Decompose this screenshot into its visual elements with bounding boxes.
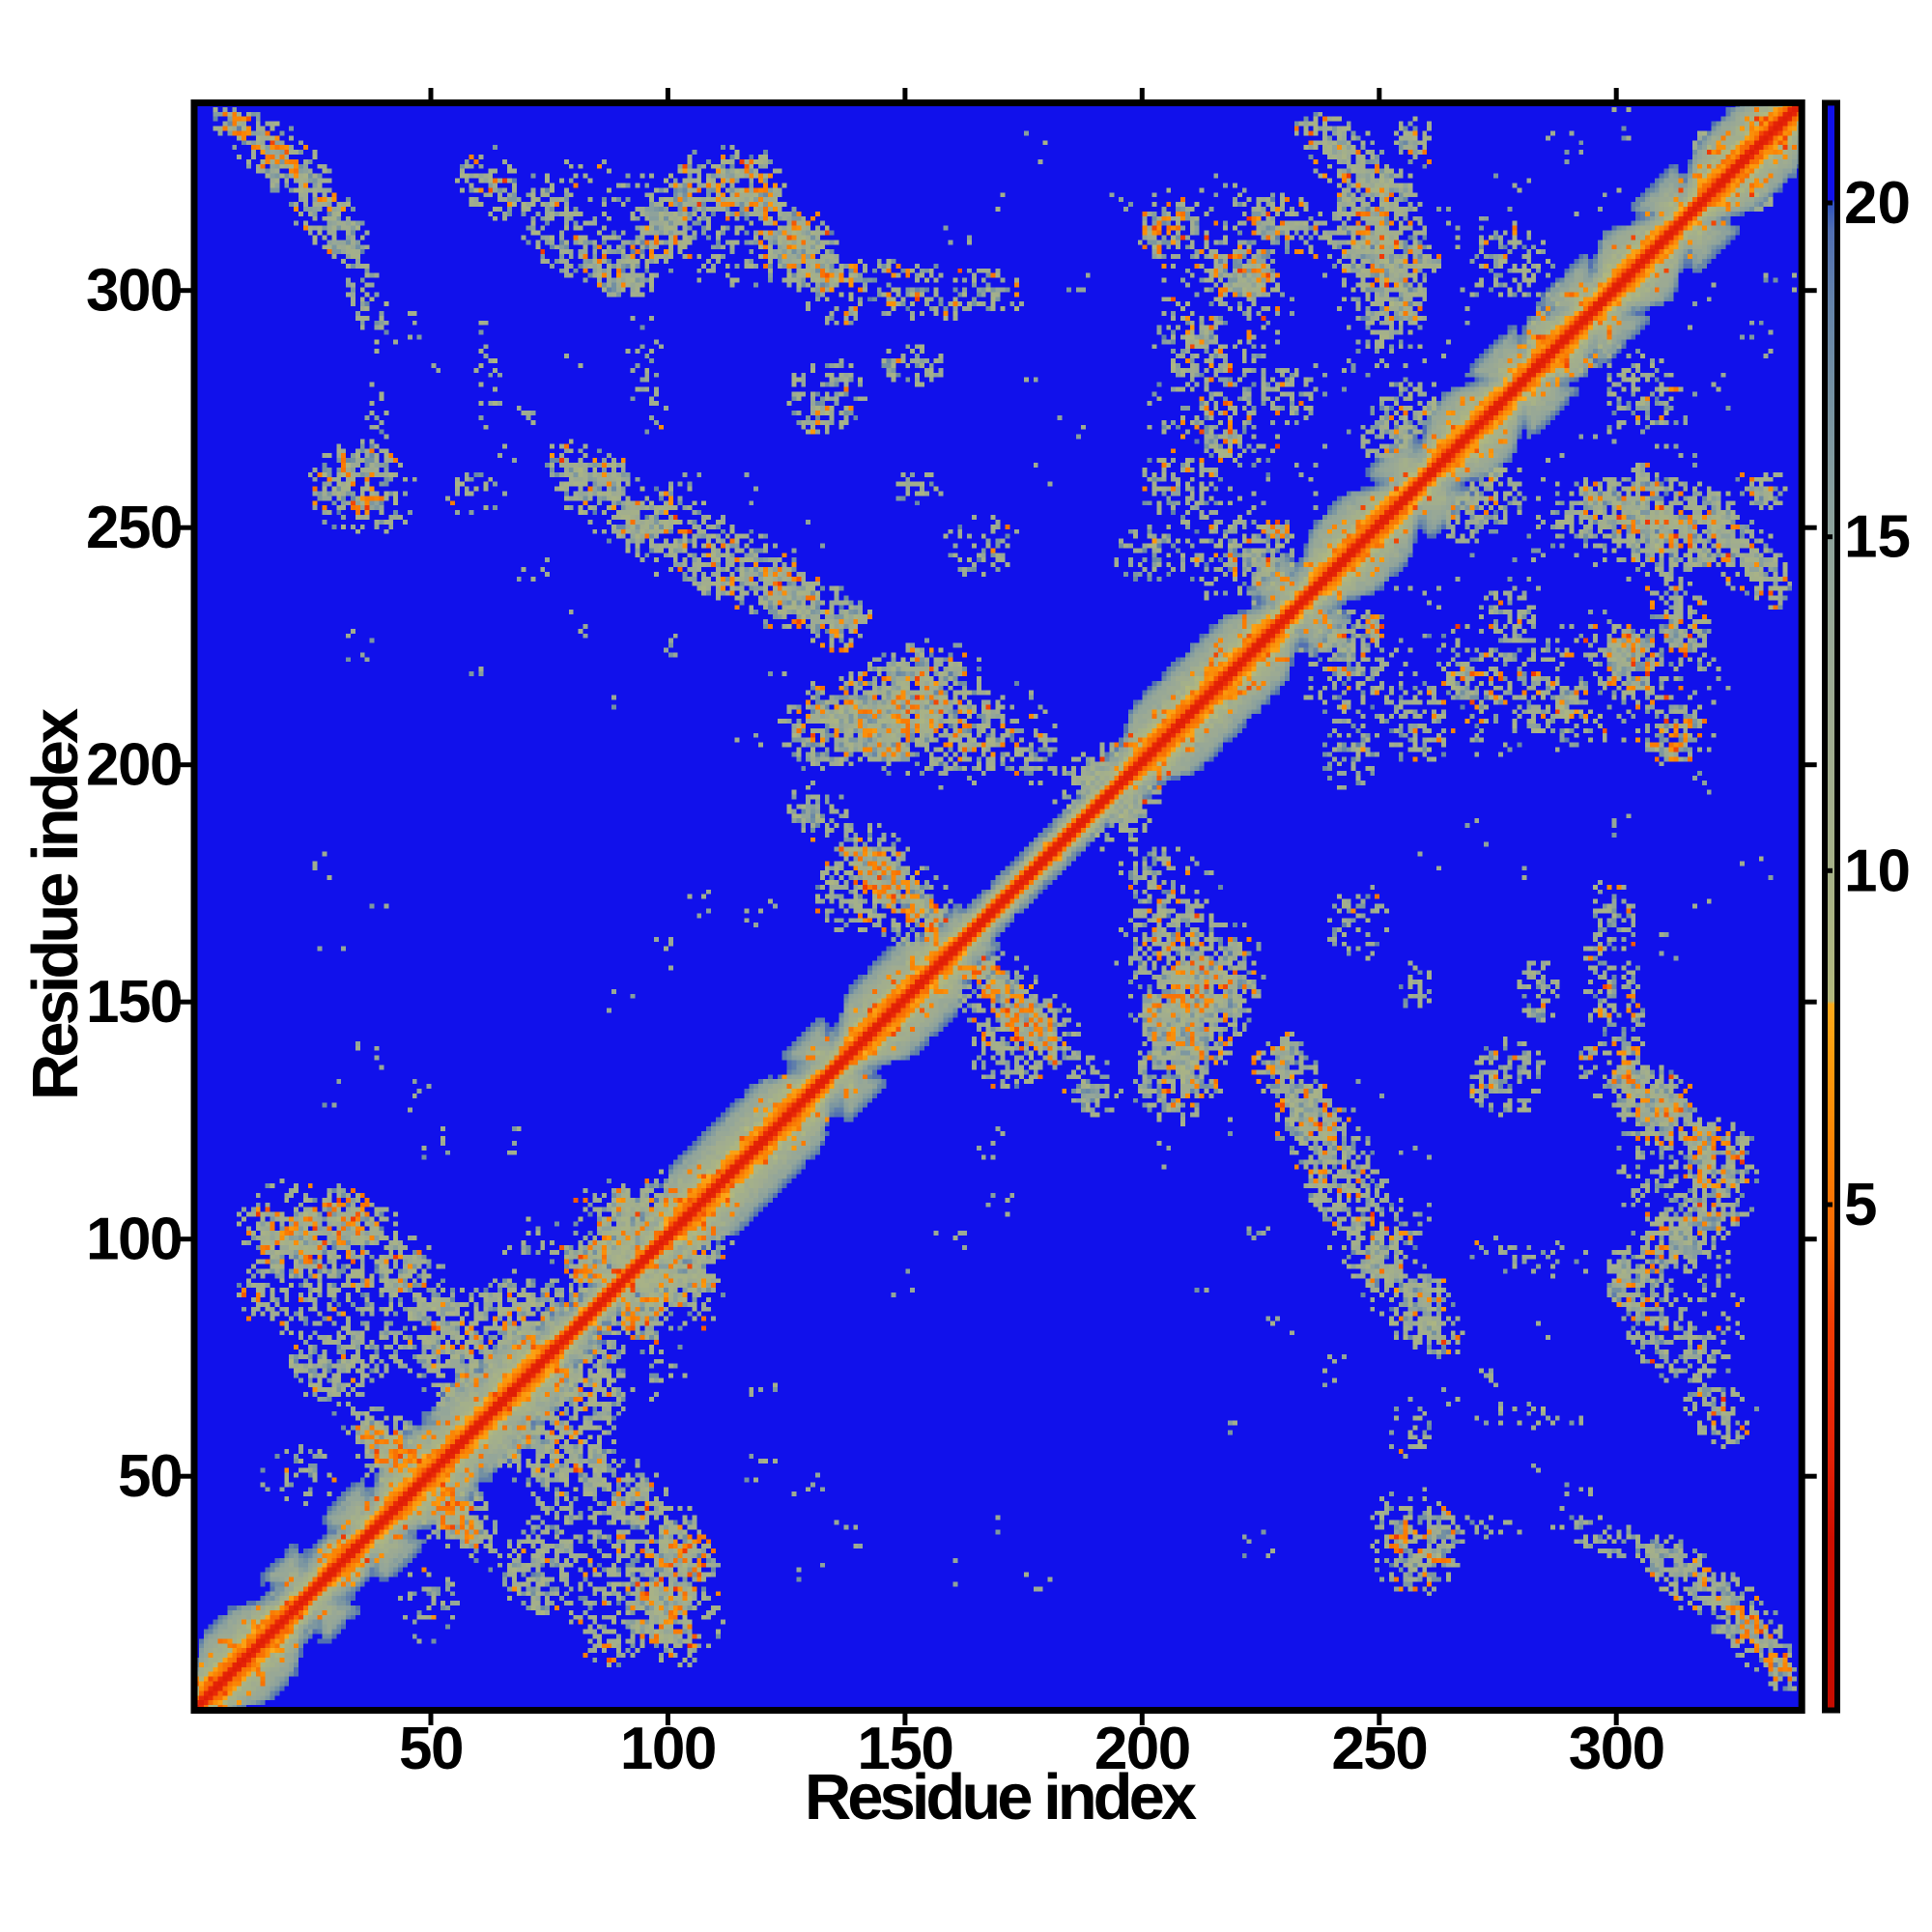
svg-text:100: 100 xyxy=(86,1207,182,1273)
svg-text:10: 10 xyxy=(1844,838,1911,904)
svg-text:200: 200 xyxy=(86,732,182,799)
svg-text:50: 50 xyxy=(118,1443,182,1510)
svg-text:150: 150 xyxy=(857,1716,952,1782)
svg-text:150: 150 xyxy=(86,969,182,1036)
svg-text:Residue index: Residue index xyxy=(19,708,92,1100)
svg-text:250: 250 xyxy=(1331,1716,1427,1782)
svg-text:50: 50 xyxy=(399,1716,463,1782)
svg-text:5: 5 xyxy=(1844,1172,1877,1238)
svg-text:300: 300 xyxy=(86,258,182,325)
svg-text:20: 20 xyxy=(1844,170,1911,237)
svg-text:250: 250 xyxy=(86,495,182,561)
svg-text:100: 100 xyxy=(620,1716,716,1782)
svg-text:Residue index: Residue index xyxy=(805,1761,1197,1833)
svg-text:200: 200 xyxy=(1094,1716,1190,1782)
svg-text:300: 300 xyxy=(1569,1716,1664,1782)
svg-text:15: 15 xyxy=(1844,504,1911,571)
